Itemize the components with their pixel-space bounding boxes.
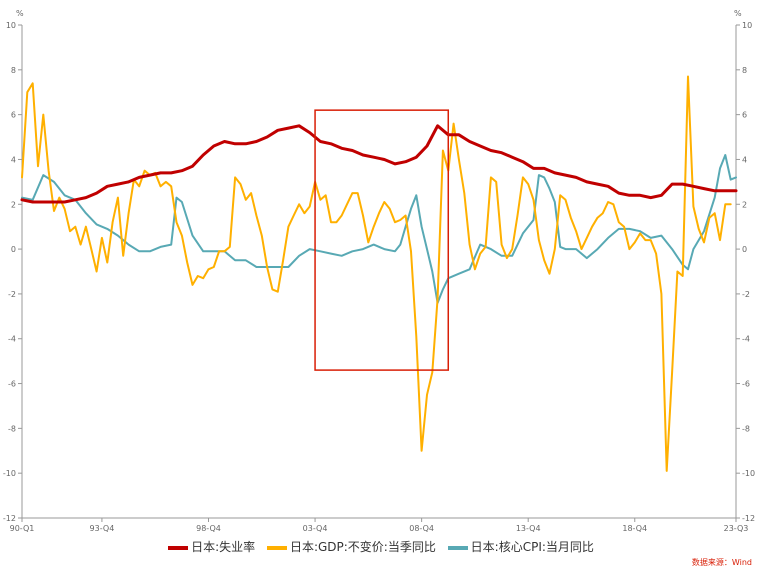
y-tick-label-left: -6 bbox=[8, 380, 16, 389]
y-tick-label-right: 4 bbox=[742, 155, 747, 164]
y-tick-label-right: -8 bbox=[742, 424, 750, 433]
y-tick-label-right: 0 bbox=[742, 245, 747, 254]
y-tick-label-left: 4 bbox=[11, 155, 16, 164]
y-ticks-left: -12 -10 -8 -6 -4 -2 0 2 4 6 8 10 bbox=[3, 21, 22, 523]
y-tick-label-left: -4 bbox=[8, 335, 16, 344]
x-tick-label: 13-Q4 bbox=[516, 524, 541, 533]
series-layer bbox=[20, 75, 738, 472]
y-tick-label-left: -2 bbox=[8, 290, 16, 299]
series-line-0 bbox=[20, 124, 738, 204]
x-tick-label: 98-Q4 bbox=[196, 524, 221, 533]
y-tick-label-left: -12 bbox=[3, 514, 16, 523]
y-tick-label-right: 2 bbox=[742, 200, 747, 209]
legend-label-core-cpi: 日本:核心CPI:当月同比 bbox=[470, 540, 594, 554]
y-tick-label-right: -12 bbox=[742, 514, 755, 523]
legend-item-unemployment: 日本:失业率 bbox=[168, 538, 255, 555]
y-axis-unit-right: % bbox=[734, 9, 742, 18]
legend-label-gdp: 日本:GDP:不变价:当季同比 bbox=[289, 540, 436, 554]
x-ticks: 90-Q1 93-Q4 98-Q4 03-Q4 08-Q4 13-Q4 18-Q4 23-Q3 bbox=[10, 518, 749, 533]
y-tick-label-right: -2 bbox=[742, 290, 750, 299]
y-tick-label-right: 6 bbox=[742, 111, 747, 120]
data-source: 数据来源：Wind bbox=[691, 558, 752, 567]
y-tick-label-left: 2 bbox=[11, 200, 16, 209]
x-tick-label: 18-Q4 bbox=[622, 524, 647, 533]
y-tick-label-left: -10 bbox=[3, 469, 16, 478]
y-tick-label-left: 6 bbox=[11, 111, 16, 120]
series-line-2 bbox=[21, 154, 737, 304]
legend: 日本:失业率 日本:GDP:不变价:当季同比 日本:核心CPI:当月同比 bbox=[0, 538, 762, 555]
y-axis-unit-left: % bbox=[16, 9, 24, 18]
legend-swatch-gdp bbox=[266, 545, 287, 550]
legend-swatch-unemployment bbox=[168, 545, 189, 550]
legend-swatch-core-cpi bbox=[447, 545, 468, 550]
x-tick-label: 23-Q3 bbox=[724, 524, 749, 533]
highlight-box bbox=[314, 109, 450, 371]
y-tick-label-right: -10 bbox=[742, 469, 755, 478]
x-tick-label: 03-Q4 bbox=[303, 524, 328, 533]
y-tick-label-right: -6 bbox=[742, 380, 750, 389]
legend-item-core-cpi: 日本:核心CPI:当月同比 bbox=[447, 538, 594, 555]
x-tick-label: 08-Q4 bbox=[409, 524, 434, 533]
x-tick-label: 90-Q1 bbox=[10, 524, 35, 533]
y-tick-label-right: 8 bbox=[742, 66, 747, 75]
y-tick-label-right: -4 bbox=[742, 335, 750, 344]
y-tick-label-left: 0 bbox=[11, 245, 16, 254]
y-tick-label-left: -8 bbox=[8, 424, 16, 433]
y-ticks-right: -12 -10 -8 -6 -4 -2 0 2 4 6 8 10 bbox=[736, 21, 755, 523]
y-tick-label-left: 10 bbox=[6, 21, 16, 30]
x-tick-label: 93-Q4 bbox=[90, 524, 115, 533]
legend-label-unemployment: 日本:失业率 bbox=[191, 540, 256, 554]
y-tick-label-left: 8 bbox=[11, 66, 16, 75]
y-tick-label-right: 10 bbox=[742, 21, 752, 30]
legend-item-gdp: 日本:GDP:不变价:当季同比 bbox=[266, 538, 436, 555]
series-line-1 bbox=[21, 75, 732, 472]
